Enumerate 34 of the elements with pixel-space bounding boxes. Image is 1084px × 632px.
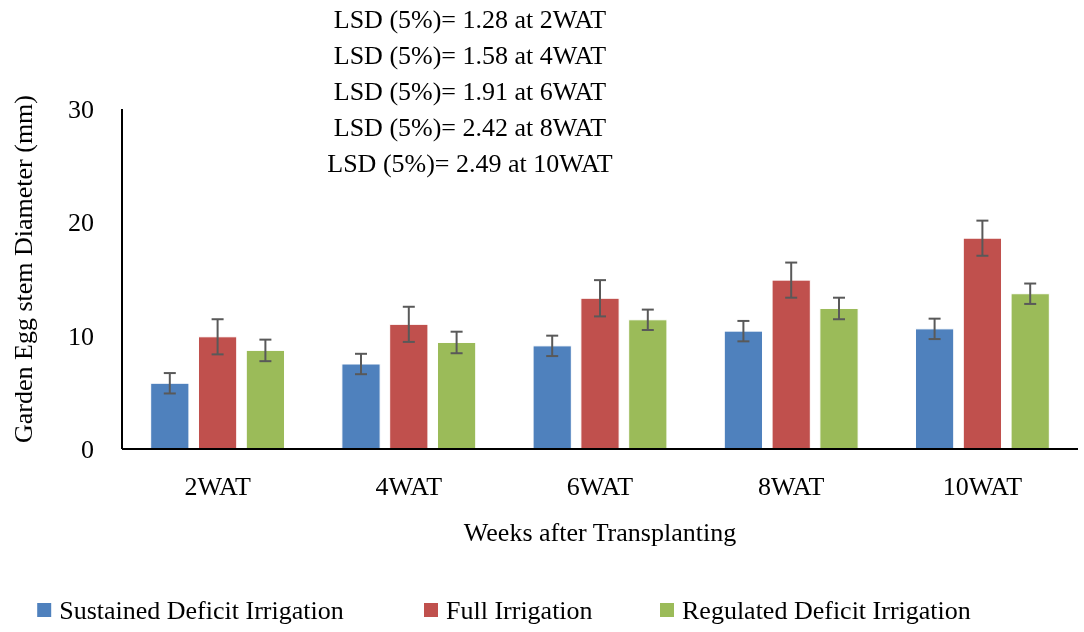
y-tick-label: 10	[68, 321, 94, 351]
annotation: LSD (5%)= 2.42 at 8WAT	[333, 113, 607, 142]
annotation: LSD (5%)= 2.49 at 10WAT	[327, 149, 613, 178]
x-tick-label: 10WAT	[942, 472, 1023, 501]
y-tick-label: 0	[81, 435, 94, 465]
x-tick-label: 8WAT	[757, 472, 825, 501]
bar	[197, 336, 238, 450]
x-tick-label: 4WAT	[375, 472, 443, 501]
bar	[771, 279, 811, 450]
bar	[723, 330, 764, 450]
x-axis-title: Weeks after Transplanting	[463, 518, 737, 547]
text: LSD (5%)= 1.91 at 6WAT	[333, 77, 607, 106]
bar	[532, 345, 572, 450]
y-tick-label: 30	[68, 95, 94, 125]
bar	[436, 341, 477, 450]
bar	[341, 363, 381, 450]
y-axis-title: Garden Egg stem Diameter (mm)	[9, 95, 38, 443]
bar	[150, 382, 190, 450]
text: LSD (5%)= 1.28 at 2WAT	[333, 5, 607, 34]
bar	[914, 328, 955, 450]
x-tick-label: 2WAT	[184, 472, 251, 501]
bar	[819, 307, 859, 450]
x-tick-label: 6WAT	[566, 472, 634, 501]
bar	[580, 297, 620, 450]
y-tick-label: 20	[68, 208, 94, 238]
bar	[628, 319, 668, 450]
legend-label: Sustained Deficit Irrigation	[59, 596, 344, 626]
legend-label: Full Irrigation	[446, 596, 593, 626]
text: LSD (5%)= 1.58 at 4WAT	[333, 41, 607, 70]
bar	[245, 349, 286, 450]
bar	[389, 323, 429, 450]
bar	[962, 237, 1003, 450]
bar	[1010, 293, 1050, 450]
legend-label: Regulated Deficit Irrigation	[682, 596, 971, 626]
